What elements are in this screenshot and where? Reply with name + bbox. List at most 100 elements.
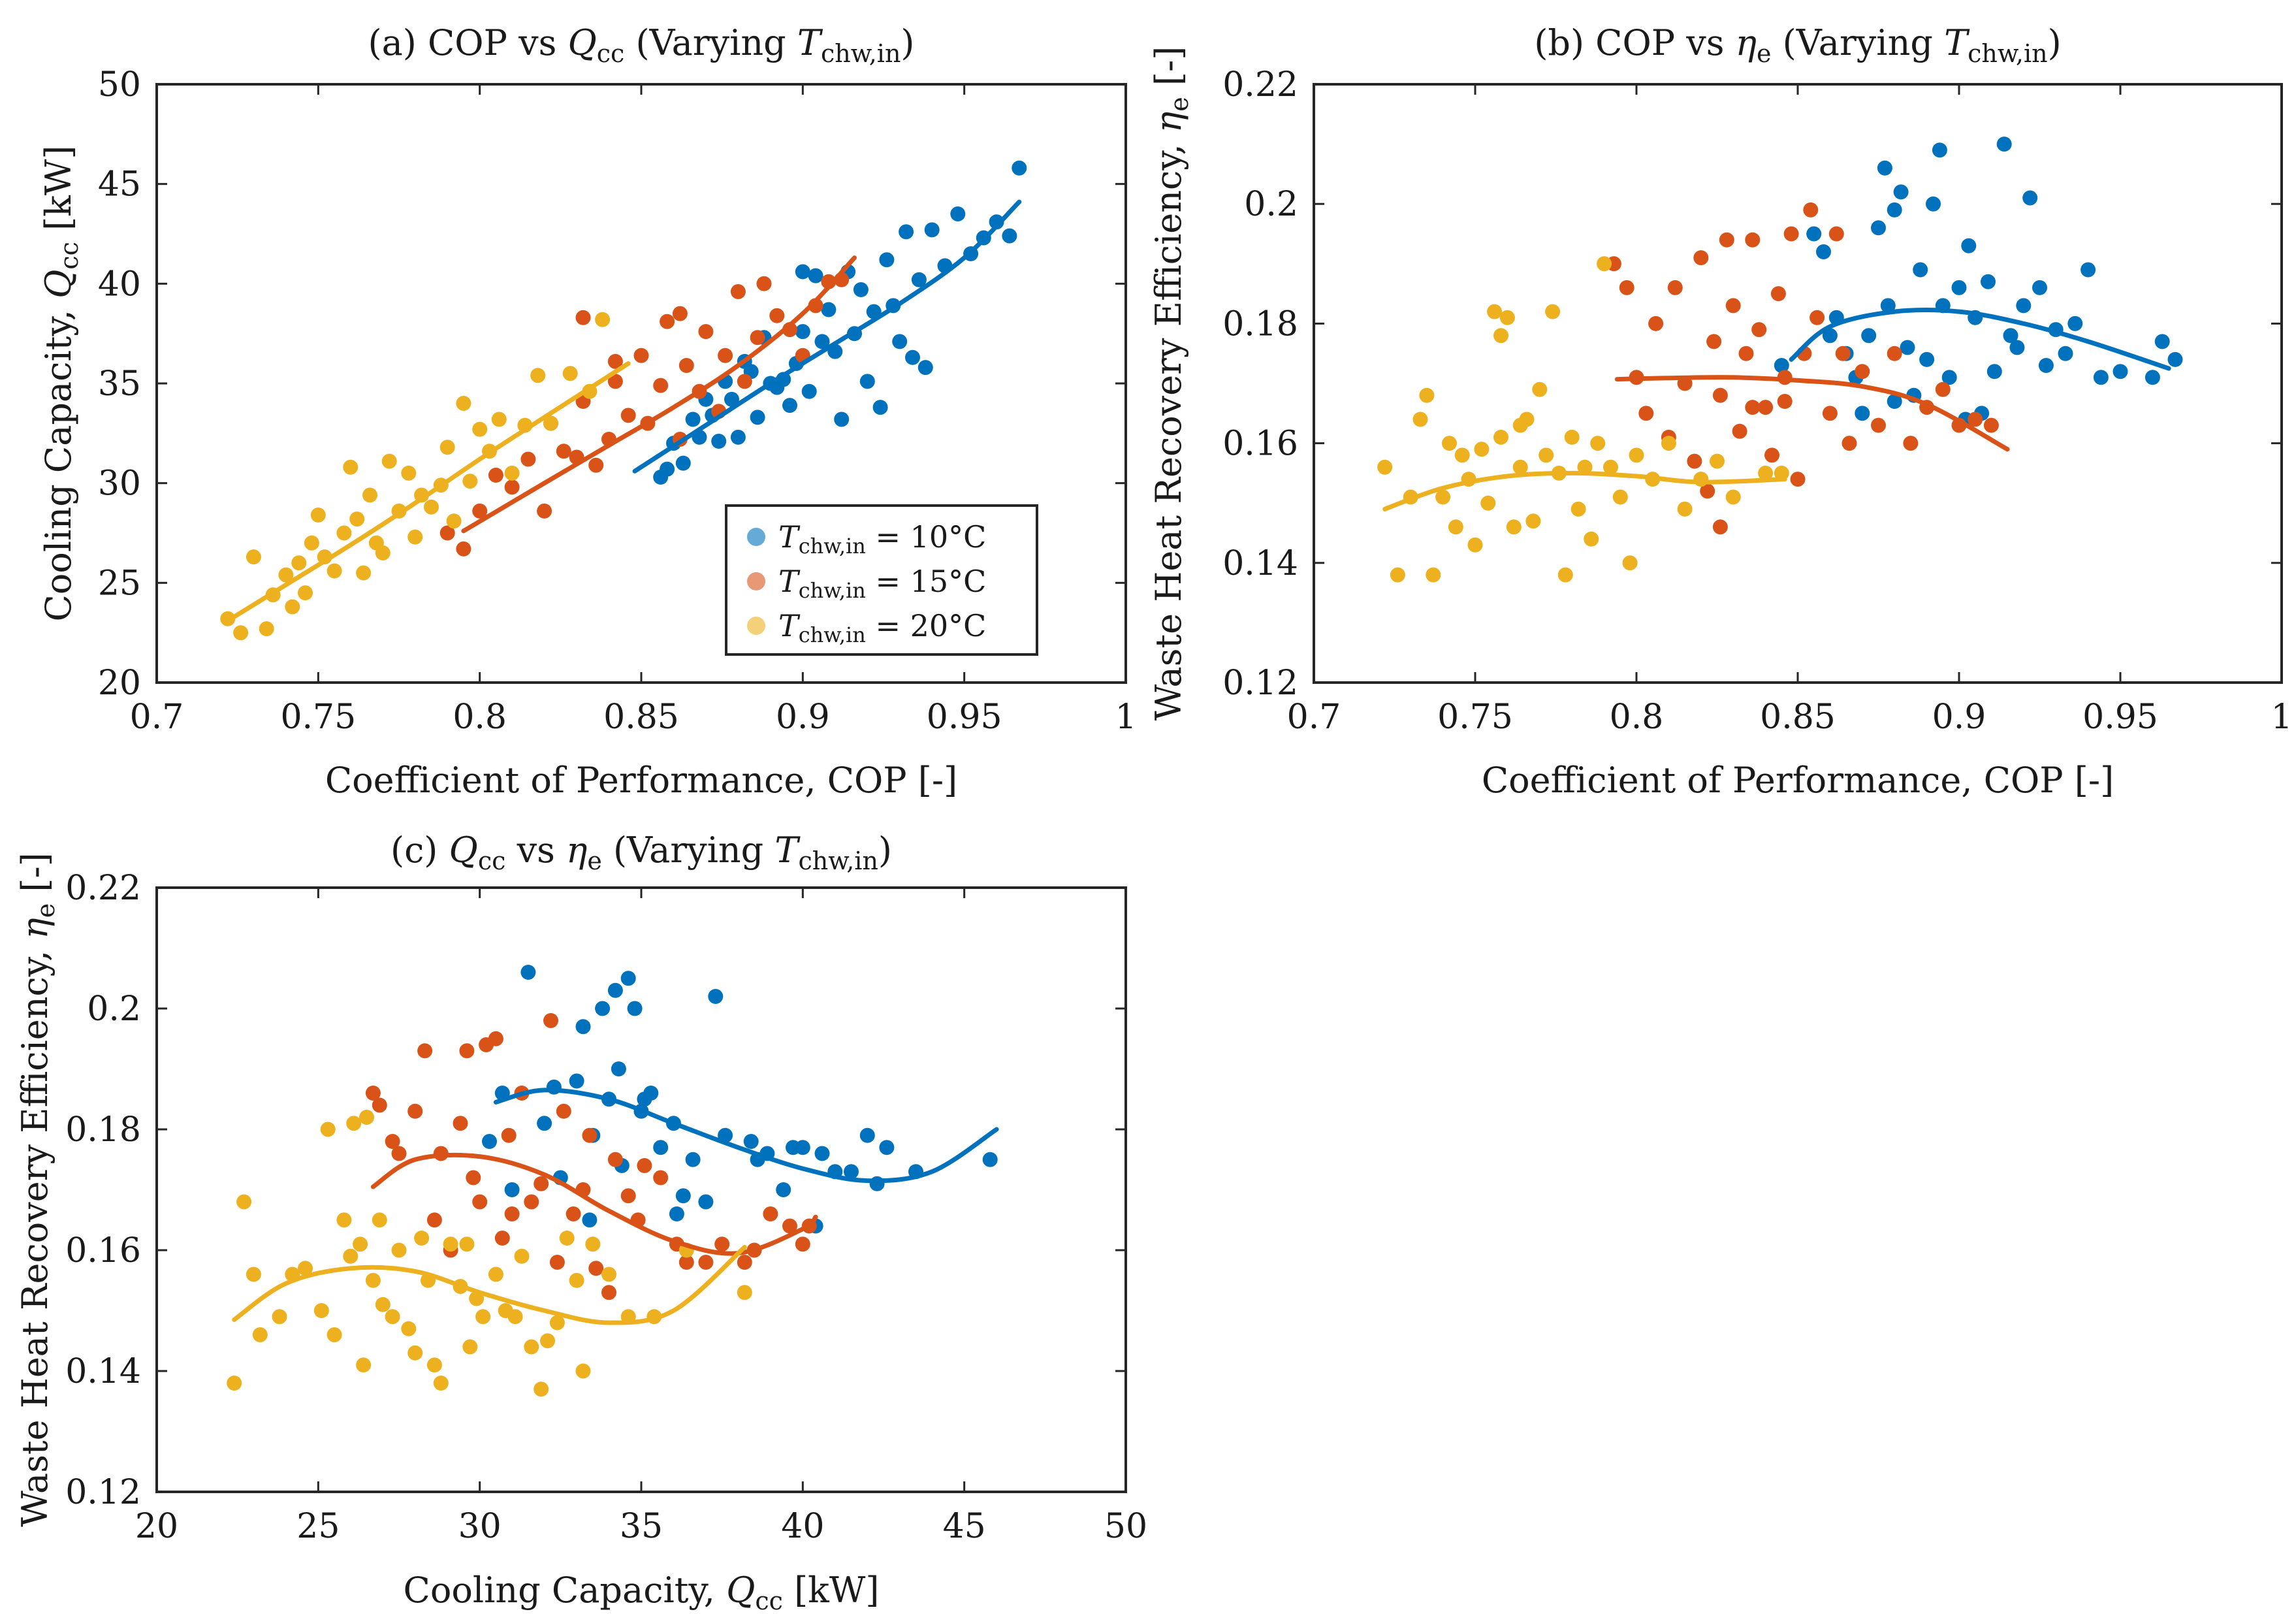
data-point	[417, 1043, 433, 1059]
data-point	[310, 508, 326, 523]
data-point	[246, 549, 261, 565]
data-point	[669, 1206, 684, 1221]
data-point	[1584, 531, 1599, 547]
data-point	[1597, 256, 1612, 272]
data-point	[853, 282, 869, 297]
data-point	[385, 1134, 400, 1149]
data-point	[595, 312, 611, 327]
data-point	[1871, 220, 1886, 236]
data-point	[708, 989, 724, 1004]
y-tick-label: 0.14	[1222, 544, 1298, 583]
data-point	[475, 1309, 491, 1325]
data-point	[1758, 400, 1774, 415]
data-point	[698, 1255, 714, 1270]
data-point	[514, 1248, 530, 1264]
data-point	[685, 1152, 701, 1167]
data-point	[1648, 315, 1664, 331]
data-point	[534, 1381, 549, 1397]
data-point	[675, 455, 691, 471]
legend-label-s10: Tchw,in = 10°C	[778, 519, 986, 558]
data-point	[714, 1236, 730, 1252]
data-point	[439, 525, 455, 541]
data-point	[588, 457, 604, 473]
data-point	[233, 625, 249, 641]
chart-title: (a) COP vs Qcc (Varying Tchw,in)	[368, 22, 915, 68]
data-point	[549, 1315, 565, 1331]
data-point	[362, 487, 377, 503]
data-point	[353, 1236, 368, 1252]
data-point	[1412, 412, 1428, 427]
data-point	[1454, 447, 1470, 463]
chart-panel-a: 0.7 0.75 0.8 0.85 0.9 0.95 1 20 25 30 35 40 45 50 (a) …	[38, 22, 1137, 801]
data-point	[821, 302, 837, 317]
data-point	[607, 1152, 623, 1167]
data-point	[1467, 537, 1483, 553]
data-point	[462, 474, 478, 489]
data-point	[443, 1236, 458, 1252]
data-point	[1532, 381, 1548, 397]
data-point	[730, 429, 746, 445]
data-point	[1557, 567, 1573, 583]
data-point	[911, 272, 927, 287]
data-point	[1828, 226, 1844, 242]
data-point	[575, 1019, 591, 1035]
fit-line-s15	[370, 1152, 818, 1256]
data-point	[1512, 459, 1528, 475]
data-point	[1564, 429, 1580, 445]
data-point	[1603, 459, 1618, 475]
data-point	[588, 1261, 604, 1276]
data-point	[1803, 202, 1819, 218]
fit-line-s20	[232, 1244, 747, 1325]
data-point	[653, 1170, 669, 1186]
data-point	[272, 1309, 287, 1325]
data-point	[627, 1001, 643, 1016]
chart-title: (b) COP vs ηe (Varying Tchw,in)	[1534, 22, 2061, 68]
data-point	[336, 525, 352, 541]
data-point	[795, 1140, 810, 1155]
data-point	[1877, 160, 1892, 176]
series-s10	[482, 965, 998, 1234]
data-point	[737, 374, 752, 389]
data-point	[1887, 346, 1902, 361]
data-point	[1855, 406, 1870, 421]
data-point	[559, 1231, 575, 1246]
data-point	[2154, 334, 2170, 349]
legend-marker-s10	[747, 528, 765, 546]
data-point	[556, 444, 571, 459]
y-axis-label: Waste Heat Recovery Efficiency, ηe [-]	[14, 852, 60, 1527]
data-point	[549, 1255, 565, 1270]
data-point	[424, 499, 439, 515]
data-point	[1745, 232, 1761, 248]
data-point	[582, 1212, 598, 1228]
data-point	[1419, 387, 1435, 403]
data-point	[899, 224, 914, 240]
data-point	[459, 1043, 475, 1059]
data-point	[1738, 346, 1754, 361]
data-point	[795, 324, 810, 340]
data-point	[1745, 400, 1761, 415]
data-point	[537, 503, 552, 519]
data-point	[660, 461, 675, 477]
data-point	[607, 353, 623, 369]
fit-line-s20	[1382, 470, 1787, 511]
chart-panel-b: 0.7 0.75 0.8 0.85 0.9 0.95 1 0.12 0.14 0.16 0.18 0.…	[1148, 22, 2293, 801]
data-point	[905, 349, 920, 365]
data-point	[1919, 351, 1935, 367]
data-point	[637, 1158, 652, 1173]
data-point	[950, 206, 966, 221]
x-tick-label: 40	[781, 1507, 824, 1546]
x-tick-label: 30	[458, 1507, 502, 1546]
data-point	[504, 1182, 520, 1197]
data-point	[304, 535, 319, 551]
data-point	[743, 1134, 759, 1149]
data-point	[724, 391, 739, 407]
data-point	[407, 1345, 423, 1361]
data-point	[414, 1231, 430, 1246]
data-point	[1935, 381, 1951, 397]
data-point	[1506, 519, 1522, 535]
data-point	[1629, 447, 1644, 463]
data-point	[1712, 387, 1728, 403]
x-tick-label: 0.8	[453, 698, 507, 737]
data-point	[491, 412, 507, 427]
data-point	[1677, 501, 1693, 517]
